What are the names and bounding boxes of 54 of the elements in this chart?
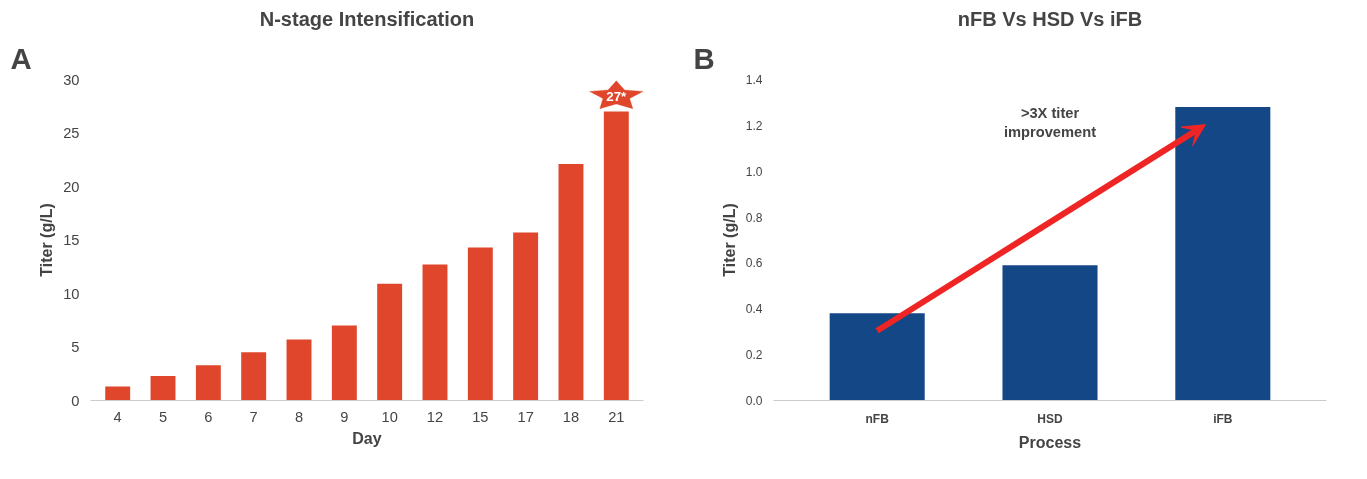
y-axis-title: Titer (g/L) [720, 203, 738, 277]
y-tick-label: 30 [63, 71, 80, 88]
bar [558, 164, 584, 401]
y-tick-label: 5 [71, 339, 80, 355]
y-tick-label: 1.2 [745, 118, 763, 133]
text: 27* [606, 88, 627, 104]
bar [331, 325, 357, 401]
bar [286, 339, 312, 401]
x-axis-title: Process [1018, 433, 1082, 451]
y-tick-label: 10 [63, 285, 80, 302]
x-tick-label: 8 [294, 408, 304, 425]
x-tick-label: HSD [1037, 411, 1063, 426]
x-tick-label: 18 [562, 408, 580, 425]
x-tick-label: 9 [340, 408, 349, 425]
x-tick-label: 17 [517, 408, 534, 425]
chart-title: nFB Vs HSD Vs iFB [957, 7, 1143, 30]
text: A [10, 41, 32, 75]
y-tick-label: 1.4 [745, 73, 763, 87]
x-tick-label: 12 [426, 408, 444, 425]
y-tick-label: 0.6 [745, 256, 763, 271]
x-tick-label: 4 [113, 408, 122, 425]
x-tick-label: nFB [865, 411, 890, 426]
y-axis-title: Titer (g/L) [38, 203, 56, 277]
y-tick-label: 15 [63, 232, 80, 248]
y-tick-label: 25 [63, 125, 80, 141]
y-tick-label: 20 [63, 178, 80, 195]
x-axis-title: Day [352, 429, 382, 447]
bar [1175, 107, 1271, 401]
bar [150, 375, 176, 401]
bar [377, 283, 403, 401]
bar [513, 232, 539, 401]
y-tick-label: 0.4 [745, 302, 763, 317]
bar [467, 247, 493, 401]
chart-title: N-stage Intensification [259, 7, 475, 30]
bar [105, 386, 131, 401]
bar [829, 313, 925, 401]
x-tick-label: 21 [608, 408, 625, 425]
bar [1002, 265, 1098, 401]
x-tick-label: 7 [249, 408, 258, 425]
y-tick-label: 0.2 [745, 348, 763, 363]
bar [241, 352, 267, 401]
y-tick-label: 0.0 [745, 394, 763, 408]
text: B [693, 41, 715, 75]
x-tick-label: 6 [204, 408, 213, 425]
x-tick-label: 10 [381, 408, 398, 425]
x-tick-label: 5 [158, 408, 168, 425]
y-tick-label: 0 [71, 392, 80, 409]
bar [422, 264, 448, 401]
annotation: >3X titer improvement [1003, 105, 1097, 141]
y-tick-label: 0.8 [745, 210, 763, 225]
bar [195, 365, 221, 401]
y-tick-label: 1.0 [745, 164, 763, 179]
x-tick-label: 15 [472, 408, 489, 425]
x-tick-label: iFB [1213, 411, 1233, 426]
